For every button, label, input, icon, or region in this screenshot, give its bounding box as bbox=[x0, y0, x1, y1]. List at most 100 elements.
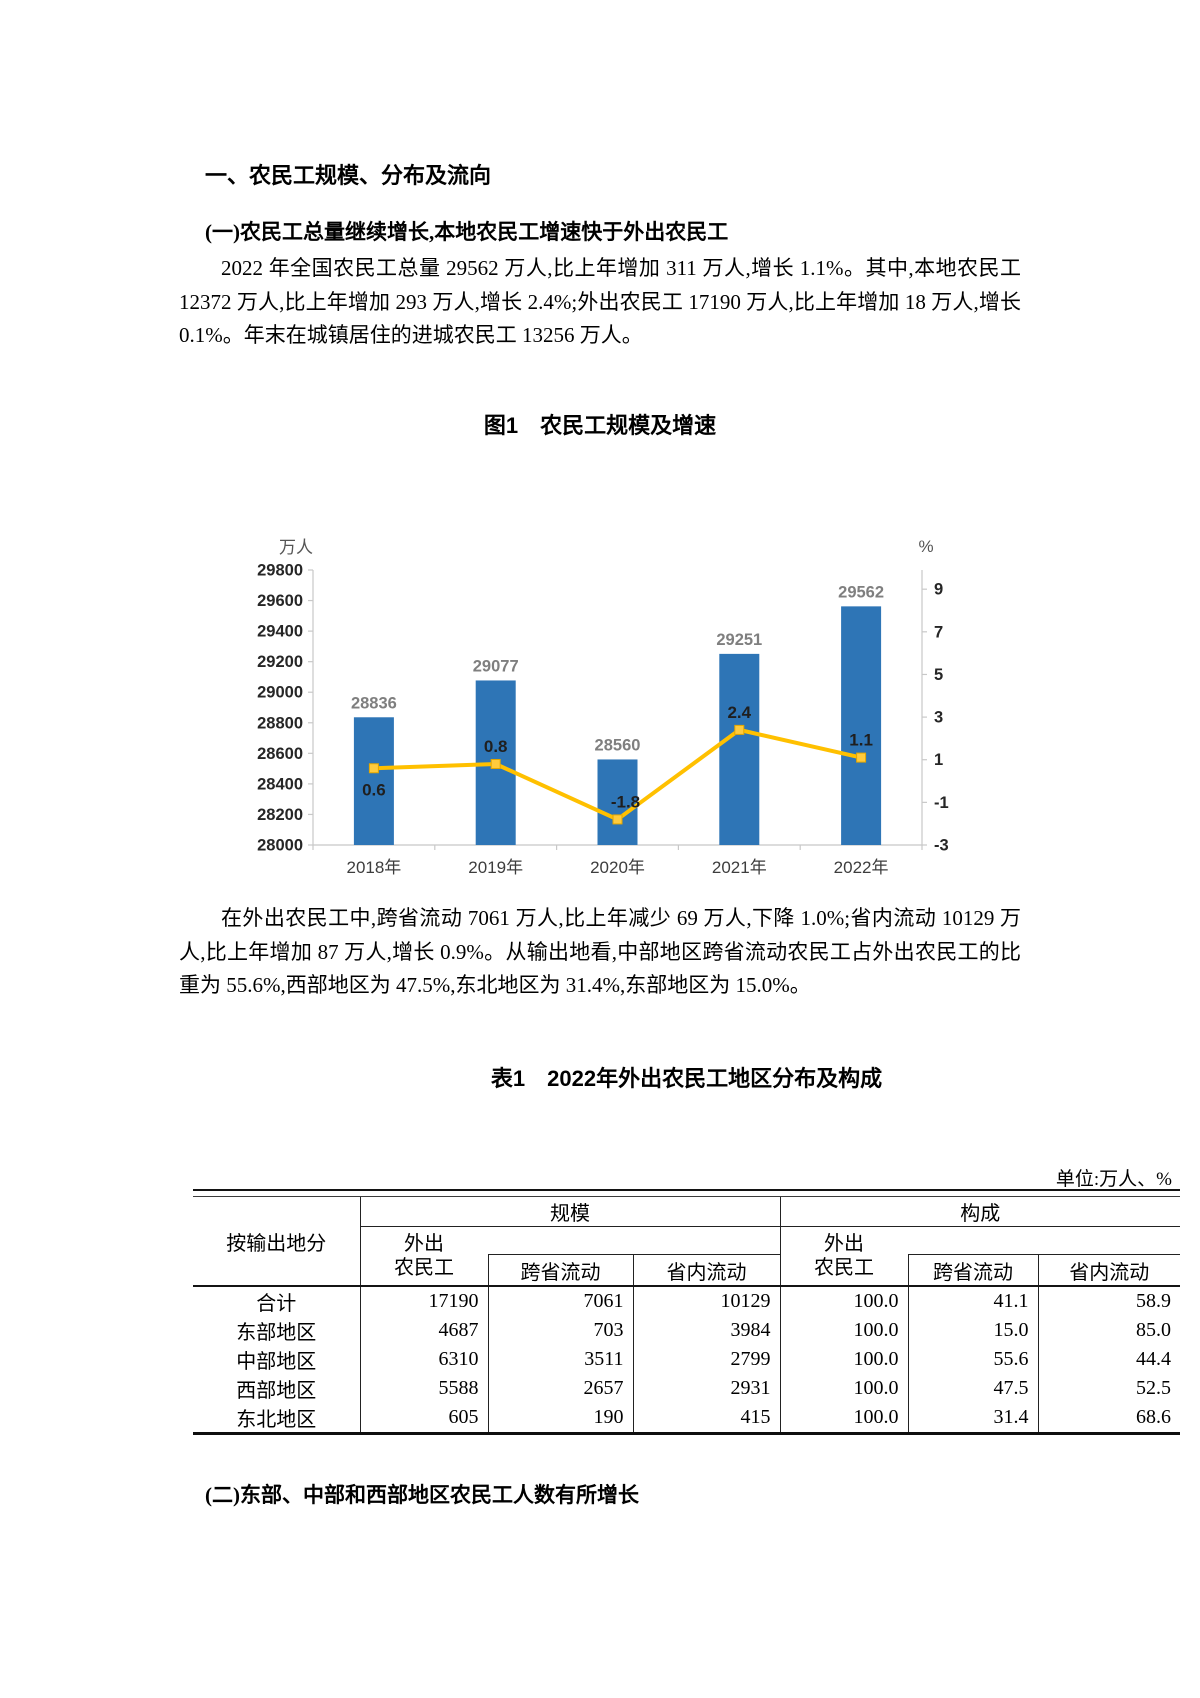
value-cell: 68.6 bbox=[1136, 1406, 1172, 1428]
right-axis-tick-label: 5 bbox=[934, 666, 943, 684]
region-name-cell: 东北地区 bbox=[193, 1403, 361, 1434]
col-header-line2: 农民工 bbox=[394, 1257, 454, 1279]
bar-value-label: 28560 bbox=[595, 736, 641, 754]
header-sub-row-top: 外出 农民工 外出 农民工 bbox=[193, 1226, 1180, 1287]
combo-chart: 28000 28200 28400 28600 28800 29000 29200 29400… bbox=[225, 475, 995, 890]
line-value-label: 1.1 bbox=[849, 731, 873, 750]
value-cell: 100.0 bbox=[780, 1345, 909, 1374]
value-cell: 31.4 bbox=[908, 1403, 1039, 1434]
value-cell: 5588 bbox=[360, 1374, 489, 1403]
x-axis-label: 2021年 bbox=[712, 858, 767, 877]
value-cell: 2799 bbox=[633, 1345, 781, 1374]
left-axis-tick-label: 29400 bbox=[257, 623, 303, 641]
sub-heading-1: (一)农民工总量继续增长,本地农民工增速快于外出农民工 bbox=[205, 220, 729, 244]
value-cell: 100.0 bbox=[780, 1286, 909, 1316]
left-axis-tick-label: 28800 bbox=[257, 714, 303, 732]
table-title: 表1 2022年外出农民工地区分布及构成 bbox=[490, 1066, 883, 1091]
value-cell: 6310 bbox=[360, 1345, 489, 1374]
left-axis-tick-label: 28200 bbox=[257, 806, 303, 824]
value-cell: 85.0 bbox=[1136, 1319, 1172, 1341]
bar-value-label: 28836 bbox=[351, 694, 397, 712]
right-axis-tick-label: -1 bbox=[934, 794, 949, 812]
table-row: 中部地区 6310 3511 2799 100.0 55.6 44.4 bbox=[193, 1345, 1180, 1374]
table-row: 合计 17190 7061 10129 100.0 41.1 58.9 bbox=[193, 1286, 1180, 1316]
x-axis-label: 2019年 bbox=[468, 858, 523, 877]
line-marker bbox=[612, 814, 623, 825]
value-cell: 44.4 bbox=[1136, 1348, 1172, 1370]
value-cell: 41.1 bbox=[908, 1286, 1039, 1316]
line-value-label: 2.4 bbox=[727, 703, 751, 722]
header-spacer bbox=[908, 1227, 1038, 1255]
col-header-interprovince-scale: 跨省流动 bbox=[487, 1254, 634, 1287]
left-axis-tick-label: 28000 bbox=[257, 837, 303, 855]
bar-value-label: 29251 bbox=[716, 631, 762, 649]
right-axis-tick-label: 7 bbox=[934, 623, 943, 641]
region-name-cell: 西部地区 bbox=[193, 1374, 361, 1403]
line-marker bbox=[856, 752, 867, 763]
line-value-label: 0.6 bbox=[362, 780, 386, 799]
value-cell: 52.5 bbox=[1136, 1377, 1172, 1399]
value-cell: 2931 bbox=[633, 1374, 781, 1403]
value-cell: 15.0 bbox=[908, 1316, 1039, 1345]
left-axis-tick-label: 28400 bbox=[257, 775, 303, 793]
header-sub-row-boxes: 跨省流动 省内流动 跨省流动 省内流动 bbox=[193, 1254, 1181, 1287]
region-distribution-table: 按输出地分 规模 构成 外出 农民工 外出 农民工 bbox=[193, 1197, 1181, 1435]
header-spacer bbox=[633, 1226, 781, 1255]
bar-2018年 bbox=[353, 717, 394, 845]
x-axis-label: 2018年 bbox=[346, 858, 401, 877]
statistics-table: 按输出地分 规模 构成 外出 农民工 外出 农民工 bbox=[193, 1189, 1181, 1435]
bar-value-label: 29562 bbox=[838, 583, 884, 601]
header-spacer bbox=[1038, 1227, 1180, 1255]
table-row: 东北地区 605 190 415 100.0 31.4 68.6 bbox=[193, 1403, 1180, 1434]
value-cell: 605 bbox=[360, 1403, 489, 1434]
table-row: 东部地区 4687 703 3984 100.0 15.0 85.0 bbox=[193, 1316, 1180, 1345]
col-header-line2: 农民工 bbox=[814, 1257, 875, 1279]
region-name-cell: 东部地区 bbox=[193, 1316, 361, 1345]
line-marker bbox=[368, 763, 379, 774]
chart-svg: 28000 28200 28400 28600 28800 29000 29200 29400… bbox=[257, 537, 949, 877]
x-axis-label: 2022年 bbox=[834, 858, 889, 877]
value-cell: 3984 bbox=[633, 1316, 781, 1345]
col-header-line1: 外出 bbox=[824, 1233, 865, 1255]
left-axis-tick-label: 29600 bbox=[257, 592, 303, 610]
value-cell: 415 bbox=[633, 1403, 781, 1434]
bar-value-label: 29077 bbox=[473, 657, 519, 675]
col-header-intraprovince-scale: 省内流动 bbox=[633, 1254, 781, 1287]
right-axis-tick-label: 9 bbox=[934, 581, 943, 599]
left-axis-tick-label: 29000 bbox=[257, 684, 303, 702]
left-axis-tick-label: 29800 bbox=[257, 562, 303, 580]
line-value-label: 0.8 bbox=[484, 737, 508, 756]
line-marker bbox=[490, 758, 501, 769]
section-heading: 一、农民工规模、分布及流向 bbox=[205, 163, 492, 188]
left-axis-tick-label: 29200 bbox=[257, 653, 303, 671]
table-top-double-rule bbox=[193, 1189, 1180, 1197]
col-header-outgoing-scale: 外出 农民工 bbox=[360, 1226, 488, 1287]
row-header-cell: 按输出地分 bbox=[193, 1197, 361, 1287]
region-name-cell: 中部地区 bbox=[193, 1345, 361, 1374]
value-cell: 4687 bbox=[360, 1316, 489, 1345]
right-axis-unit-label: % bbox=[918, 537, 933, 556]
header-group-row: 按输出地分 规模 构成 bbox=[193, 1197, 1181, 1287]
header-spacer bbox=[488, 1227, 633, 1255]
value-cell: 2657 bbox=[488, 1374, 634, 1403]
line-value-label: -1.8 bbox=[611, 792, 640, 811]
col-header-line1: 外出 bbox=[404, 1233, 444, 1255]
line-marker bbox=[734, 724, 745, 735]
figure-title: 图1 农民工规模及增速 bbox=[483, 413, 717, 438]
right-axis-tick-label: -3 bbox=[934, 837, 949, 855]
sub-heading-2: (二)东部、中部和西部地区农民工人数有所增长 bbox=[205, 1483, 639, 1507]
value-cell: 100.0 bbox=[780, 1403, 909, 1434]
value-cell: 3511 bbox=[488, 1345, 634, 1374]
col-header-intraprovince-composition: 省内流动 bbox=[1038, 1254, 1181, 1287]
value-cell: 10129 bbox=[633, 1286, 781, 1316]
table-unit-note: 单位:万人、% bbox=[1055, 1169, 1172, 1190]
value-cell: 55.6 bbox=[908, 1345, 1039, 1374]
value-cell: 190 bbox=[488, 1403, 634, 1434]
col-header-outgoing-composition: 外出 农民工 bbox=[780, 1226, 909, 1287]
left-axis-unit-label: 万人 bbox=[279, 538, 313, 557]
paragraph-2: 在外出农民工中,跨省流动 7061 万人,比上年减少 69 万人,下降 1.0%… bbox=[179, 906, 1021, 997]
x-axis-label: 2020年 bbox=[590, 858, 645, 877]
value-cell: 100.0 bbox=[780, 1316, 909, 1345]
value-cell: 47.5 bbox=[908, 1374, 1039, 1403]
